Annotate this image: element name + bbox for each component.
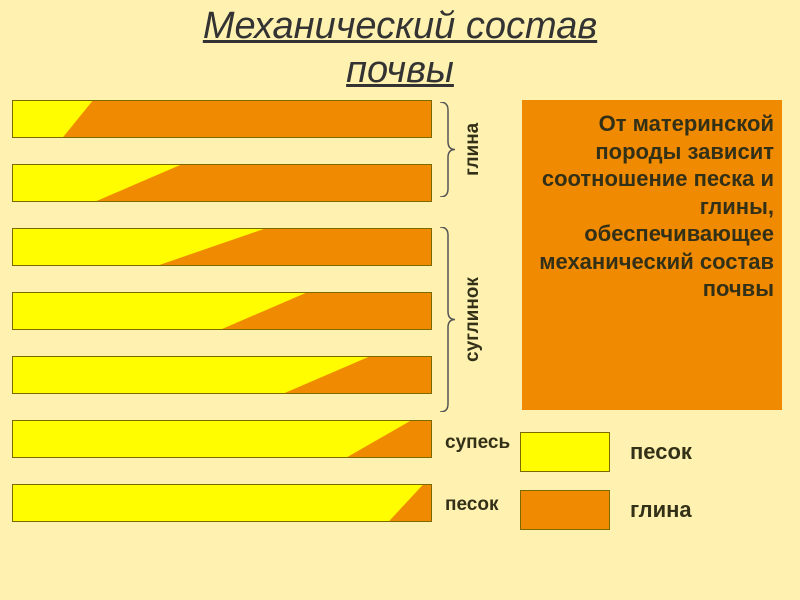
title-line-1: Механический состав bbox=[0, 5, 800, 49]
soil-bar bbox=[12, 100, 432, 138]
legend-item: глина bbox=[520, 490, 770, 530]
brace-icon bbox=[438, 102, 456, 197]
slide: Механический состав почвы глина суглинок … bbox=[0, 0, 800, 600]
soil-bar bbox=[12, 420, 432, 458]
soil-bar bbox=[12, 164, 432, 202]
title-line-2: почвы bbox=[0, 49, 800, 93]
group-label-horizontal: супесь bbox=[445, 432, 510, 454]
legend-item: песок bbox=[520, 432, 770, 472]
soil-bar bbox=[12, 292, 432, 330]
soil-bar bbox=[12, 484, 432, 522]
legend-swatch bbox=[520, 432, 610, 472]
soil-bar bbox=[12, 356, 432, 394]
legend-label: глина bbox=[630, 497, 692, 523]
soil-bar bbox=[12, 228, 432, 266]
group-label-vertical: суглинок bbox=[462, 227, 484, 412]
group-label-vertical: глина bbox=[462, 102, 484, 197]
bars-column bbox=[12, 100, 432, 548]
slide-title: Механический состав почвы bbox=[0, 0, 800, 92]
content-area: глина суглинок супесь песок От материнской… bbox=[0, 92, 800, 562]
legend-label: песок bbox=[630, 439, 692, 465]
legend: песок глина bbox=[520, 432, 770, 548]
group-label-horizontal: песок bbox=[445, 494, 498, 516]
brace-icon bbox=[438, 227, 456, 412]
info-box: От материнской породы зависит соотношени… bbox=[522, 100, 782, 410]
info-text: От материнской породы зависит соотношени… bbox=[539, 111, 774, 301]
legend-swatch bbox=[520, 490, 610, 530]
